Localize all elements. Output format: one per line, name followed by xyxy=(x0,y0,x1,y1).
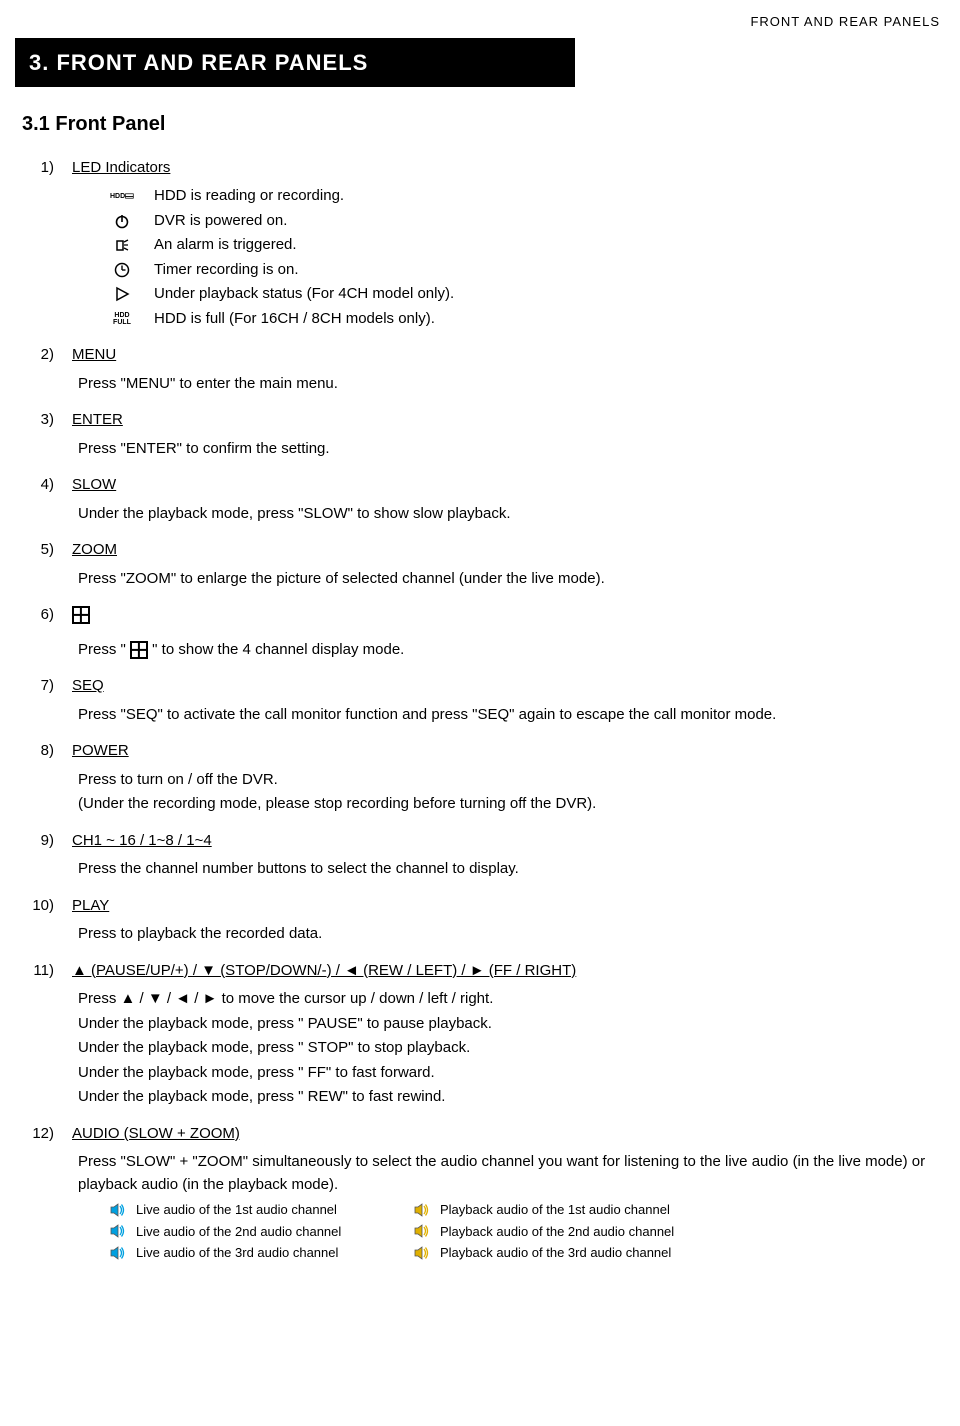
body-line: Under the playback mode, press "SLOW" to… xyxy=(78,503,940,526)
section-banner: 3. FRONT AND REAR PANELS xyxy=(15,38,575,87)
list-item: 9) CH1 ~ 16 / 1~8 / 1~4 Press the channel … xyxy=(26,830,940,881)
clock-icon xyxy=(110,262,134,278)
body-line: Press ▲ / ▼ / ◄ / ► to move the cursor u… xyxy=(78,988,940,1011)
list-item: 2) MENU Press "MENU" to enter the main men… xyxy=(26,344,940,395)
list-item: 3) ENTER Press "ENTER" to confirm the sett… xyxy=(26,409,940,460)
led-text: HDD is full (For 16CH / 8CH models only)… xyxy=(154,308,435,331)
page-header: FRONT AND REAR PANELS xyxy=(20,12,940,32)
audio-live-text: Live audio of the 3rd audio channel xyxy=(136,1243,338,1263)
item-heading: CH1 ~ 16 / 1~8 / 1~4 xyxy=(72,830,212,853)
body-line: Press " " to show the 4 channel display … xyxy=(78,639,940,662)
subsection-title: 3.1 Front Panel xyxy=(22,109,940,139)
speaker-live-icon xyxy=(110,1246,126,1260)
audio-live-text: Live audio of the 2nd audio channel xyxy=(136,1222,341,1242)
item-heading: SEQ xyxy=(72,675,104,698)
led-text: Under playback status (For 4CH model onl… xyxy=(154,283,454,306)
audio-playback-text: Playback audio of the 3rd audio channel xyxy=(440,1243,671,1263)
list-item: 6) Press " " to show the 4 channel displa… xyxy=(26,604,940,661)
led-text: Timer recording is on. xyxy=(154,259,299,282)
list-item: 7) SEQ Press "SEQ" to activate the call mo… xyxy=(26,675,940,726)
item-heading: ▲ (PAUSE/UP/+) / ▼ (STOP/DOWN/-) / ◄ (RE… xyxy=(72,960,576,983)
list-item: 12) AUDIO (SLOW + ZOOM) Press "SLOW" + "ZO… xyxy=(26,1123,940,1263)
speaker-live-icon xyxy=(110,1224,126,1238)
alarm-icon xyxy=(110,237,134,253)
body-line: Press to turn on / off the DVR. xyxy=(78,769,940,792)
item-number: 10) xyxy=(26,895,54,918)
led-text: DVR is powered on. xyxy=(154,210,287,233)
power-icon xyxy=(110,213,134,229)
list-item: 4) SLOW Under the playback mode, press "SL… xyxy=(26,474,940,525)
item-number: 3) xyxy=(26,409,54,432)
led-row: HDDFULL HDD is full (For 16CH / 8CH model… xyxy=(110,308,940,331)
item-number: 5) xyxy=(26,539,54,562)
led-row: HDD HDD is reading or recording. xyxy=(110,185,940,208)
item-number: 6) xyxy=(26,604,54,627)
grid-icon xyxy=(72,606,90,624)
body-line: Press "SLOW" + "ZOOM" simultaneously to … xyxy=(78,1151,940,1196)
list-item: 8) POWER Press to turn on / off the DVR.(U… xyxy=(26,740,940,816)
list-item: 5) ZOOM Press "ZOOM" to enlarge the pictur… xyxy=(26,539,940,590)
item-heading-icon xyxy=(72,604,90,627)
body-line: Press "ZOOM" to enlarge the picture of s… xyxy=(78,568,940,591)
item-heading: LED Indicators xyxy=(72,157,170,180)
led-row: DVR is powered on. xyxy=(110,210,940,233)
led-row: Under playback status (For 4CH model onl… xyxy=(110,283,940,306)
body-line: Under the playback mode, press " PAUSE" … xyxy=(78,1013,940,1036)
body-line: Press to playback the recorded data. xyxy=(78,923,940,946)
led-text: An alarm is triggered. xyxy=(154,234,297,257)
item-heading: SLOW xyxy=(72,474,116,497)
body-line: Press "SEQ" to activate the call monitor… xyxy=(78,704,940,727)
item-heading: ZOOM xyxy=(72,539,117,562)
body-line: Press "MENU" to enter the main menu. xyxy=(78,373,940,396)
audio-playback-text: Playback audio of the 1st audio channel xyxy=(440,1200,670,1220)
grid-icon xyxy=(130,641,148,659)
items-list: 1) LED Indicators HDD HDD is reading or rec… xyxy=(20,157,940,1263)
body-line: (Under the recording mode, please stop r… xyxy=(78,793,940,816)
speaker-playback-icon xyxy=(414,1203,430,1217)
body-line: Press the channel number buttons to sele… xyxy=(78,858,940,881)
list-item: 10) PLAY Press to playback the recorded da… xyxy=(26,895,940,946)
speaker-playback-icon xyxy=(414,1246,430,1260)
item-heading: AUDIO (SLOW + ZOOM) xyxy=(72,1123,240,1146)
audio-live-text: Live audio of the 1st audio channel xyxy=(136,1200,337,1220)
list-item: 1) LED Indicators HDD HDD is reading or rec… xyxy=(26,157,940,331)
audio-row: Live audio of the 2nd audio channel Playb… xyxy=(110,1222,940,1242)
speaker-live-icon xyxy=(110,1203,126,1217)
audio-row: Live audio of the 1st audio channel Playb… xyxy=(110,1200,940,1220)
item-number: 8) xyxy=(26,740,54,763)
item-number: 12) xyxy=(26,1123,54,1146)
speaker-playback-icon xyxy=(414,1224,430,1238)
audio-row: Live audio of the 3rd audio channel Playb… xyxy=(110,1243,940,1263)
list-item: 11) ▲ (PAUSE/UP/+) / ▼ (STOP/DOWN/-) / ◄ … xyxy=(26,960,940,1109)
item-heading: MENU xyxy=(72,344,116,367)
body-line: Press "ENTER" to confirm the setting. xyxy=(78,438,940,461)
item-number: 2) xyxy=(26,344,54,367)
audio-playback-text: Playback audio of the 2nd audio channel xyxy=(440,1222,674,1242)
item-number: 4) xyxy=(26,474,54,497)
body-line: Under the playback mode, press " FF" to … xyxy=(78,1062,940,1085)
hdd-icon: HDD xyxy=(110,191,134,201)
item-number: 7) xyxy=(26,675,54,698)
led-text: HDD is reading or recording. xyxy=(154,185,344,208)
item-heading: POWER xyxy=(72,740,129,763)
item-number: 11) xyxy=(26,960,54,983)
item-number: 9) xyxy=(26,830,54,853)
led-row: Timer recording is on. xyxy=(110,259,940,282)
body-line: Under the playback mode, press " REW" to… xyxy=(78,1086,940,1109)
hddfull-icon: HDDFULL xyxy=(110,312,134,326)
body-line: Under the playback mode, press " STOP" t… xyxy=(78,1037,940,1060)
item-heading: ENTER xyxy=(72,409,123,432)
item-number: 1) xyxy=(26,157,54,180)
play-icon xyxy=(110,286,134,302)
item-heading: PLAY xyxy=(72,895,109,918)
led-row: An alarm is triggered. xyxy=(110,234,940,257)
